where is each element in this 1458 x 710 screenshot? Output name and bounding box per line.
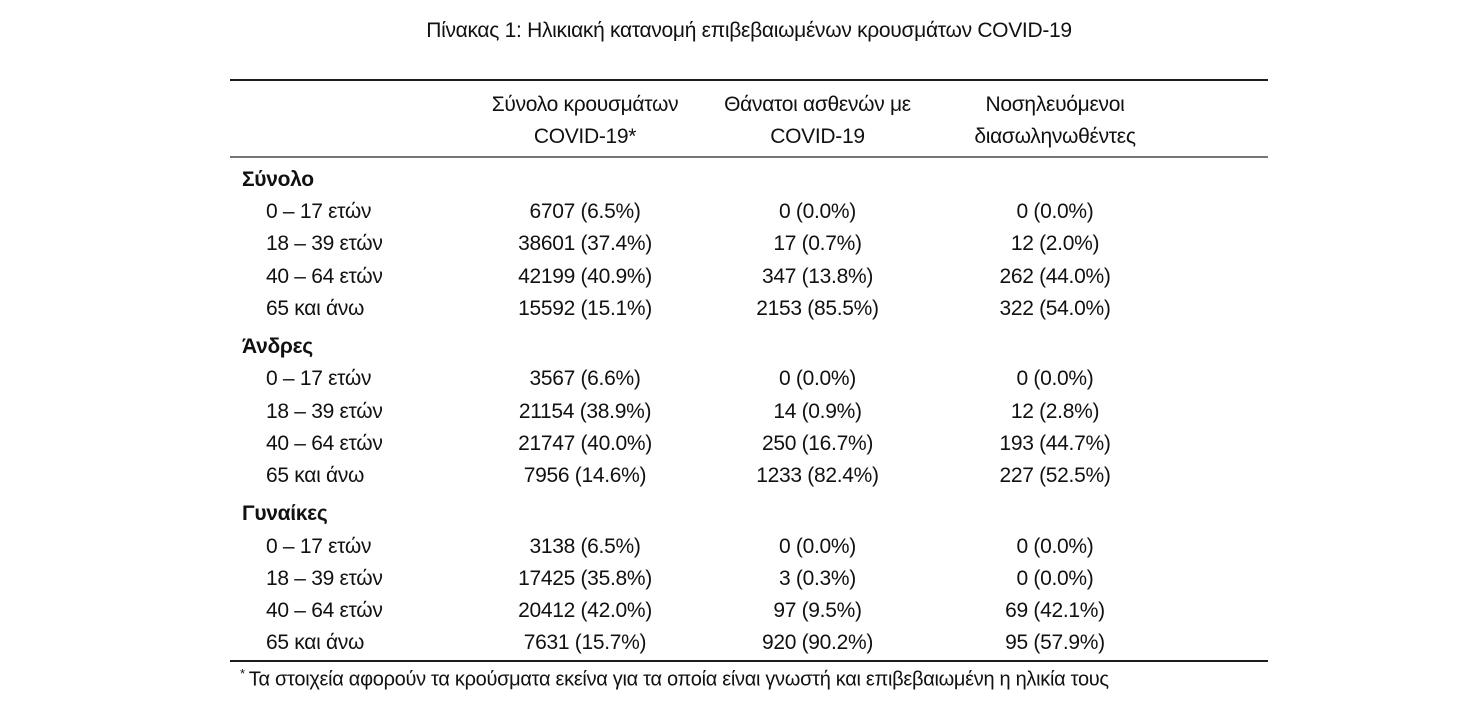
group-label: Άνδρες <box>242 335 313 359</box>
deaths-cell: 0 (0.0%) <box>779 367 856 391</box>
table-row: 18 – 39 ετών 38601 (37.4%) 17 (0.7%) 12 (2.… <box>230 228 1268 260</box>
cases-cell: 38601 (37.4%) <box>518 232 652 256</box>
age-label-cell: 0 – 17 ετών <box>266 367 372 391</box>
cases-cell: 3567 (6.6%) <box>529 367 641 391</box>
table-header-row: Σύνολο κρουσμάτων COVID-19* Θάνατοι ασθενώ… <box>230 81 1268 153</box>
cases-cell: 6707 (6.5%) <box>529 200 641 224</box>
deaths-cell: 920 (90.2%) <box>761 631 874 655</box>
intubated-cell: 69 (42.1%) <box>1005 599 1105 623</box>
cases-cell: 15592 (15.1%) <box>518 297 652 321</box>
deaths-cell: 250 (16.7%) <box>761 431 874 455</box>
table-row: 65 και άνω 15592 (15.1%) 2153 (85.5%) 322 (… <box>230 293 1268 325</box>
table-row: 0 – 17 ετών 3567 (6.6%) 0 (0.0%) 0 (0.0%) <box>230 363 1268 395</box>
column-header-intubated-line2: διασωληνωθέντες <box>974 125 1136 148</box>
deaths-cell: 3 (0.3%) <box>779 566 856 590</box>
table-row: 0 – 17 ετών 3138 (6.5%) 0 (0.0%) 0 (0.0%) <box>230 530 1268 562</box>
group-label: Γυναίκες <box>242 502 328 526</box>
group-label: Σύνολο <box>242 168 314 191</box>
intubated-cell: 12 (2.0%) <box>1010 232 1100 256</box>
age-label-cell: 18 – 39 ετών <box>266 232 383 256</box>
deaths-cell: 17 (0.7%) <box>773 232 862 256</box>
age-label-cell: 65 και άνω <box>266 631 365 655</box>
age-label-cell: 65 και άνω <box>266 464 365 488</box>
intubated-cell: 0 (0.0%) <box>1016 534 1094 558</box>
age-label-cell: 40 – 64 ετών <box>266 264 383 288</box>
age-label-cell: 65 και άνω <box>266 297 365 321</box>
intubated-cell: 322 (54.0%) <box>999 297 1111 321</box>
cases-cell: 21747 (40.0%) <box>518 431 652 455</box>
table-row: 65 και άνω 7956 (14.6%) 1233 (82.4%) 227 (5… <box>230 460 1268 492</box>
deaths-cell: 2153 (85.5%) <box>756 297 879 321</box>
age-label-cell: 0 – 17 ετών <box>266 200 372 224</box>
table-row: 40 – 64 ετών 20412 (42.0%) 97 (9.5%) 69 (42… <box>230 595 1268 627</box>
intubated-cell: 227 (52.5%) <box>999 464 1111 488</box>
group-header-row: Άνδρες <box>230 325 1268 363</box>
table-row: 18 – 39 ετών 21154 (38.9%) 14 (0.9%) 12 (2.… <box>230 395 1268 427</box>
column-header-cases: Σύνολο κρουσμάτων COVID-19* <box>470 81 700 153</box>
deaths-cell: 347 (13.8%) <box>761 264 874 288</box>
age-label-cell: 18 – 39 ετών <box>266 566 383 590</box>
column-header-deaths-line2: COVID-19 <box>770 125 865 148</box>
header-separator-rule <box>230 156 1268 158</box>
cases-cell: 42199 (40.9%) <box>518 264 652 288</box>
column-header-intubated-line1: Νοσηλευόμενοι <box>985 93 1125 116</box>
age-label-cell: 40 – 64 ετών <box>266 431 383 455</box>
deaths-cell: 0 (0.0%) <box>779 200 856 224</box>
cases-cell: 3138 (6.5%) <box>529 534 641 558</box>
age-label-cell: 40 – 64 ετών <box>266 599 383 623</box>
table-row: 0 – 17 ετών 6707 (6.5%) 0 (0.0%) 0 (0.0%) <box>230 196 1268 228</box>
cases-cell: 17425 (35.8%) <box>518 566 652 590</box>
footnote: * Τα στοιχεία αφορούν τα κρούσματα εκείνα… <box>240 666 1109 692</box>
column-header-cases-line2: COVID-19* <box>533 125 637 148</box>
group-header-row: Σύνολο <box>230 158 1268 196</box>
table-row: 40 – 64 ετών 21747 (40.0%) 250 (16.7%) 193 … <box>230 428 1268 460</box>
top-rule <box>230 79 1268 81</box>
deaths-cell: 14 (0.9%) <box>773 399 862 423</box>
age-label-cell: 0 – 17 ετών <box>266 534 372 558</box>
intubated-cell: 0 (0.0%) <box>1016 566 1094 590</box>
cases-cell: 21154 (38.9%) <box>518 399 652 423</box>
covid-age-distribution-table: Πίνακας 1: Ηλικιακή κατανομή επιβεβαιωμέ… <box>230 0 1268 710</box>
column-header-cases-line1: Σύνολο κρουσμάτων <box>491 93 679 116</box>
column-header-deaths-line1: Θάνατοι ασθενών με <box>724 93 911 116</box>
group-header-row: Γυναίκες <box>230 492 1268 530</box>
footnote-text: Τα στοιχεία αφορούν τα κρούσματα εκείνα … <box>248 668 1109 691</box>
table-row: 65 και άνω 7631 (15.7%) 920 (90.2%) 95 (57.… <box>230 627 1268 659</box>
cases-cell: 7631 (15.7%) <box>523 631 647 655</box>
intubated-cell: 0 (0.0%) <box>1016 367 1094 391</box>
bottom-rule <box>230 660 1268 662</box>
cases-cell: 20412 (42.0%) <box>518 599 652 623</box>
intubated-cell: 95 (57.9%) <box>1005 631 1105 655</box>
column-header-deaths: Θάνατοι ασθενών με COVID-19 <box>700 81 935 153</box>
deaths-cell: 0 (0.0%) <box>779 534 856 558</box>
table-row: 18 – 39 ετών 17425 (35.8%) 3 (0.3%) 0 (0.0%… <box>230 563 1268 595</box>
intubated-cell: 262 (44.0%) <box>999 264 1111 288</box>
table-body: Σύνολο 0 – 17 ετών 6707 (6.5%) 0 (0.0%) 0 (0… <box>230 158 1268 660</box>
intubated-cell: 12 (2.8%) <box>1010 399 1100 423</box>
header-row-label-spacer <box>230 81 470 153</box>
table-title: Πίνακας 1: Ηλικιακή κατανομή επιβεβαιωμέ… <box>426 19 1072 42</box>
intubated-cell: 193 (44.7%) <box>999 431 1111 455</box>
column-header-intubated: Νοσηλευόμενοι διασωληνωθέντες <box>935 81 1175 153</box>
age-label-cell: 18 – 39 ετών <box>266 399 383 423</box>
table-row: 40 – 64 ετών 42199 (40.9%) 347 (13.8%) 262 … <box>230 261 1268 293</box>
footnote-asterisk: * <box>240 666 245 681</box>
intubated-cell: 0 (0.0%) <box>1016 200 1094 224</box>
deaths-cell: 97 (9.5%) <box>773 599 862 623</box>
deaths-cell: 1233 (82.4%) <box>756 464 879 488</box>
cases-cell: 7956 (14.6%) <box>523 464 647 488</box>
